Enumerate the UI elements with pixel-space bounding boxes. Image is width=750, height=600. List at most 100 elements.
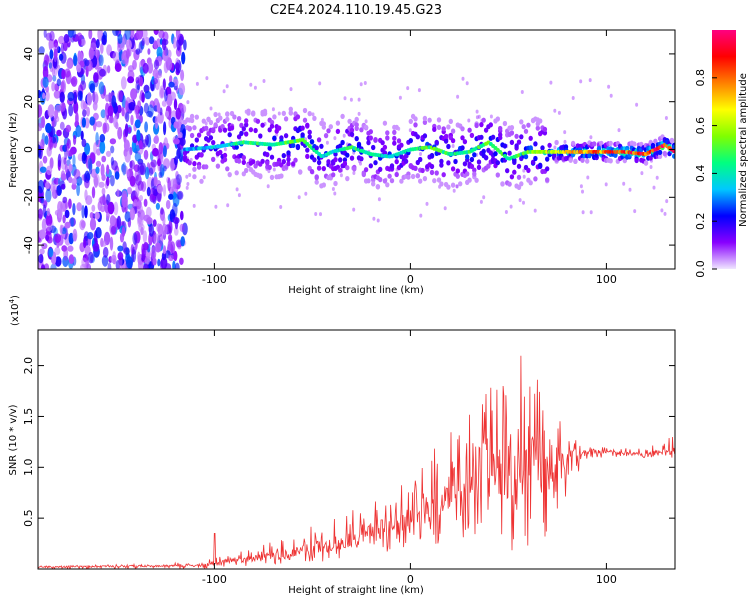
heatmap-cell: [357, 111, 361, 116]
heatmap-cell: [99, 68, 106, 77]
heatmap-cell: [516, 174, 522, 180]
heatmap-cell: [64, 221, 71, 229]
heatmap-cell: [413, 116, 418, 122]
heatmap-cell: [335, 120, 341, 126]
heatmap-cell: [68, 232, 74, 245]
heatmap-cell: [467, 127, 472, 133]
heatmap-cell: [101, 187, 106, 196]
heatmap-cell: [509, 139, 515, 145]
heatmap-cell: [60, 81, 65, 91]
heatmap-cell: [173, 250, 178, 262]
heatmap-cell: [195, 81, 199, 86]
heatmap-cell: [196, 132, 202, 138]
x-tick-label: -100: [202, 573, 227, 586]
heatmap-cell: [382, 178, 388, 184]
colorbar-label: Normalized spectral amplitude: [738, 73, 749, 227]
heatmap-cell: [111, 95, 117, 108]
heatmap-cell: [592, 141, 597, 147]
heatmap-cell: [579, 184, 583, 189]
heatmap-cell: [108, 116, 114, 124]
heatmap-cell: [49, 157, 54, 170]
heatmap-cell: [72, 54, 78, 67]
heatmap-cell: [288, 106, 293, 112]
heatmap-cell: [469, 132, 475, 138]
heatmap-cell: [59, 224, 63, 234]
heatmap-cell: [92, 91, 99, 105]
heatmap-cell: [417, 88, 421, 93]
heatmap-cell: [89, 217, 97, 231]
heatmap-cell: [300, 132, 305, 138]
heatmap-cell: [117, 33, 123, 44]
heatmap-cell: [121, 95, 126, 109]
heatmap-cell: [439, 162, 444, 168]
heatmap-cell: [321, 166, 326, 172]
heatmap-cell: [331, 160, 336, 166]
heatmap-cell: [443, 206, 447, 211]
heatmap-cell: [153, 30, 159, 36]
heatmap-cell: [172, 202, 178, 217]
heatmap-cell: [453, 158, 458, 165]
heatmap-cell: [634, 157, 639, 164]
heatmap-cell: [415, 173, 420, 179]
heatmap-cell: [137, 162, 144, 176]
snr-scale-base: (x10: [10, 303, 21, 326]
heatmap-cell: [316, 159, 322, 166]
heatmap-cell: [144, 36, 150, 46]
heatmap-cell: [489, 114, 493, 119]
heatmap-cell: [227, 132, 232, 138]
heatmap-cell: [451, 144, 455, 148]
heatmap-cell: [192, 166, 197, 172]
heatmap-cell: [385, 130, 390, 136]
heatmap-cell: [101, 34, 107, 46]
heatmap-cell: [42, 92, 46, 100]
heatmap-cell: [202, 175, 206, 180]
heatmap-cell: [41, 242, 48, 250]
heatmap-cell: [117, 126, 123, 140]
heatmap-cell: [648, 155, 653, 161]
heatmap-cell: [472, 171, 477, 177]
heatmap-cell: [78, 38, 82, 46]
heatmap-cell: [465, 171, 470, 177]
heatmap-cell: [117, 252, 124, 261]
heatmap-cell: [153, 176, 157, 187]
heatmap-cell: [152, 147, 159, 157]
heatmap-cell: [481, 148, 486, 154]
heatmap-cell: [125, 111, 130, 123]
heatmap-cell: [152, 257, 157, 266]
heatmap-cell: [130, 88, 138, 100]
heatmap-cell: [174, 262, 180, 269]
heatmap-cell: [545, 156, 550, 162]
heatmap-cell: [446, 143, 451, 150]
heatmap-cell: [144, 255, 150, 265]
heatmap-cell: [46, 165, 53, 176]
x-tick-label: 0: [407, 573, 414, 586]
svg-text:(x104): (x104): [8, 295, 21, 326]
heatmap-cell: [279, 162, 284, 168]
heatmap-cell: [144, 90, 152, 100]
heatmap-cell: [215, 163, 221, 169]
heatmap-cell: [137, 251, 141, 262]
heatmap-cell: [378, 177, 383, 183]
heatmap-cell: [399, 178, 404, 184]
heatmap-cell: [286, 150, 291, 156]
heatmap-cell: [368, 129, 373, 135]
heatmap-cell: [162, 215, 166, 226]
heatmap-cell: [225, 111, 230, 117]
heatmap-cell: [669, 138, 675, 144]
heatmap-cell: [547, 142, 552, 148]
heatmap-cell: [415, 134, 420, 140]
heatmap-cell: [38, 144, 42, 158]
colorbar-tick-label: 0.0: [694, 260, 707, 278]
heatmap-cell: [239, 122, 244, 128]
heatmap-cell: [112, 251, 116, 263]
heatmap-cell: [475, 115, 479, 120]
heatmap-cell: [237, 193, 241, 198]
heatmap-cell: [77, 90, 83, 101]
heatmap-cell: [71, 76, 78, 87]
heatmap-cell: [132, 59, 137, 70]
heatmap-cell: [382, 144, 388, 150]
heatmap-cell: [528, 145, 533, 151]
heatmap-cell: [408, 128, 412, 133]
heatmap-cell: [460, 126, 465, 132]
heatmap-cell: [236, 116, 242, 122]
